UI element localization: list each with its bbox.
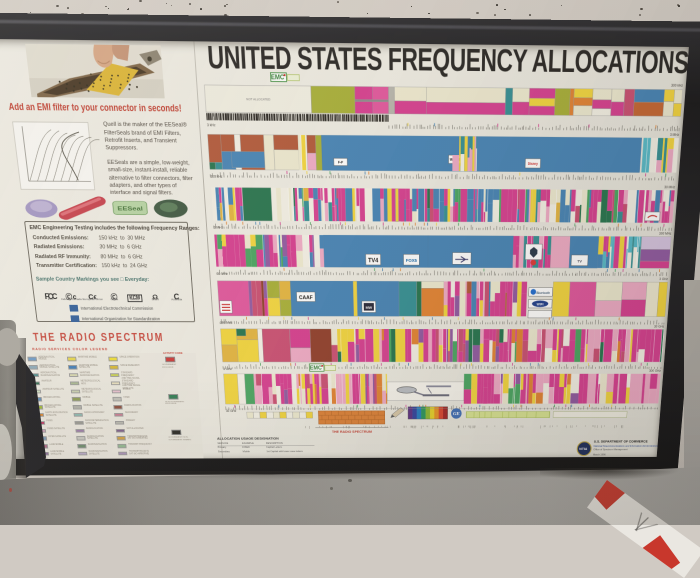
svg-text:THE RADIO SPECTRUM: THE RADIO SPECTRUM (332, 430, 372, 434)
svg-text:Primary: Primary (218, 446, 227, 449)
svg-text:ALLOCATION USAGE DESIGNATION: ALLOCATION USAGE DESIGNATION (217, 436, 279, 440)
svg-text:Bluetooth: Bluetooth (536, 290, 550, 294)
svg-text:Office of Spectrum Management: Office of Spectrum Management (593, 448, 628, 451)
svg-text:30 MHz: 30 MHz (664, 185, 675, 189)
svg-text:GE: GE (453, 412, 460, 417)
svg-text:EMC: EMC (310, 365, 322, 371)
svg-text:30 GHz: 30 GHz (226, 410, 237, 413)
svg-text:Mobile: Mobile (243, 450, 251, 453)
svg-text:Secondary: Secondary (218, 450, 230, 453)
svg-text:30 GHz: 30 GHz (654, 325, 665, 328)
svg-text:WiFi: WiFi (537, 302, 544, 306)
svg-text:March 1996: March 1996 (593, 453, 606, 456)
svg-text:FIXED: FIXED (242, 446, 250, 449)
svg-text:300 MHz: 300 MHz (659, 232, 672, 236)
svg-text:EXAMPLE: EXAMPLE (242, 442, 254, 445)
svg-text:DESCRIPTION: DESCRIPTION (266, 442, 283, 445)
svg-text:TV4: TV4 (368, 258, 379, 264)
svg-text:Disney: Disney (528, 162, 538, 166)
svg-text:1st Capital with lower case le: 1st Capital with lower case letters (266, 449, 303, 452)
svg-text:U.S. DEPARTMENT OF COMMERCE: U.S. DEPARTMENT OF COMMERCE (594, 439, 648, 443)
svg-text:FOX5: FOX5 (406, 258, 417, 263)
svg-text:TV: TV (577, 259, 582, 263)
svg-text:MW: MW (366, 305, 373, 309)
svg-text:300 GHz: 300 GHz (649, 369, 661, 372)
svg-text:3 GHz: 3 GHz (659, 277, 668, 281)
svg-text:EMC: EMC (271, 74, 285, 81)
svg-text:300 MHz: 300 MHz (220, 321, 233, 324)
svg-text:3 MHz: 3 MHz (214, 226, 224, 230)
svg-text:3 MHz: 3 MHz (670, 133, 680, 137)
svg-text:CAAF: CAAF (299, 296, 313, 301)
svg-text:F-P: F-P (338, 161, 344, 165)
svg-text:SERVICE: SERVICE (217, 442, 228, 445)
svg-text:300 kHz: 300 kHz (671, 84, 683, 88)
svg-text:Capital Letters: Capital Letters (266, 446, 282, 449)
svg-text:NTIA: NTIA (579, 447, 588, 451)
svg-text:NOT ALLOCATED: NOT ALLOCATED (246, 97, 271, 101)
svg-text:3 kHz: 3 kHz (207, 123, 216, 127)
